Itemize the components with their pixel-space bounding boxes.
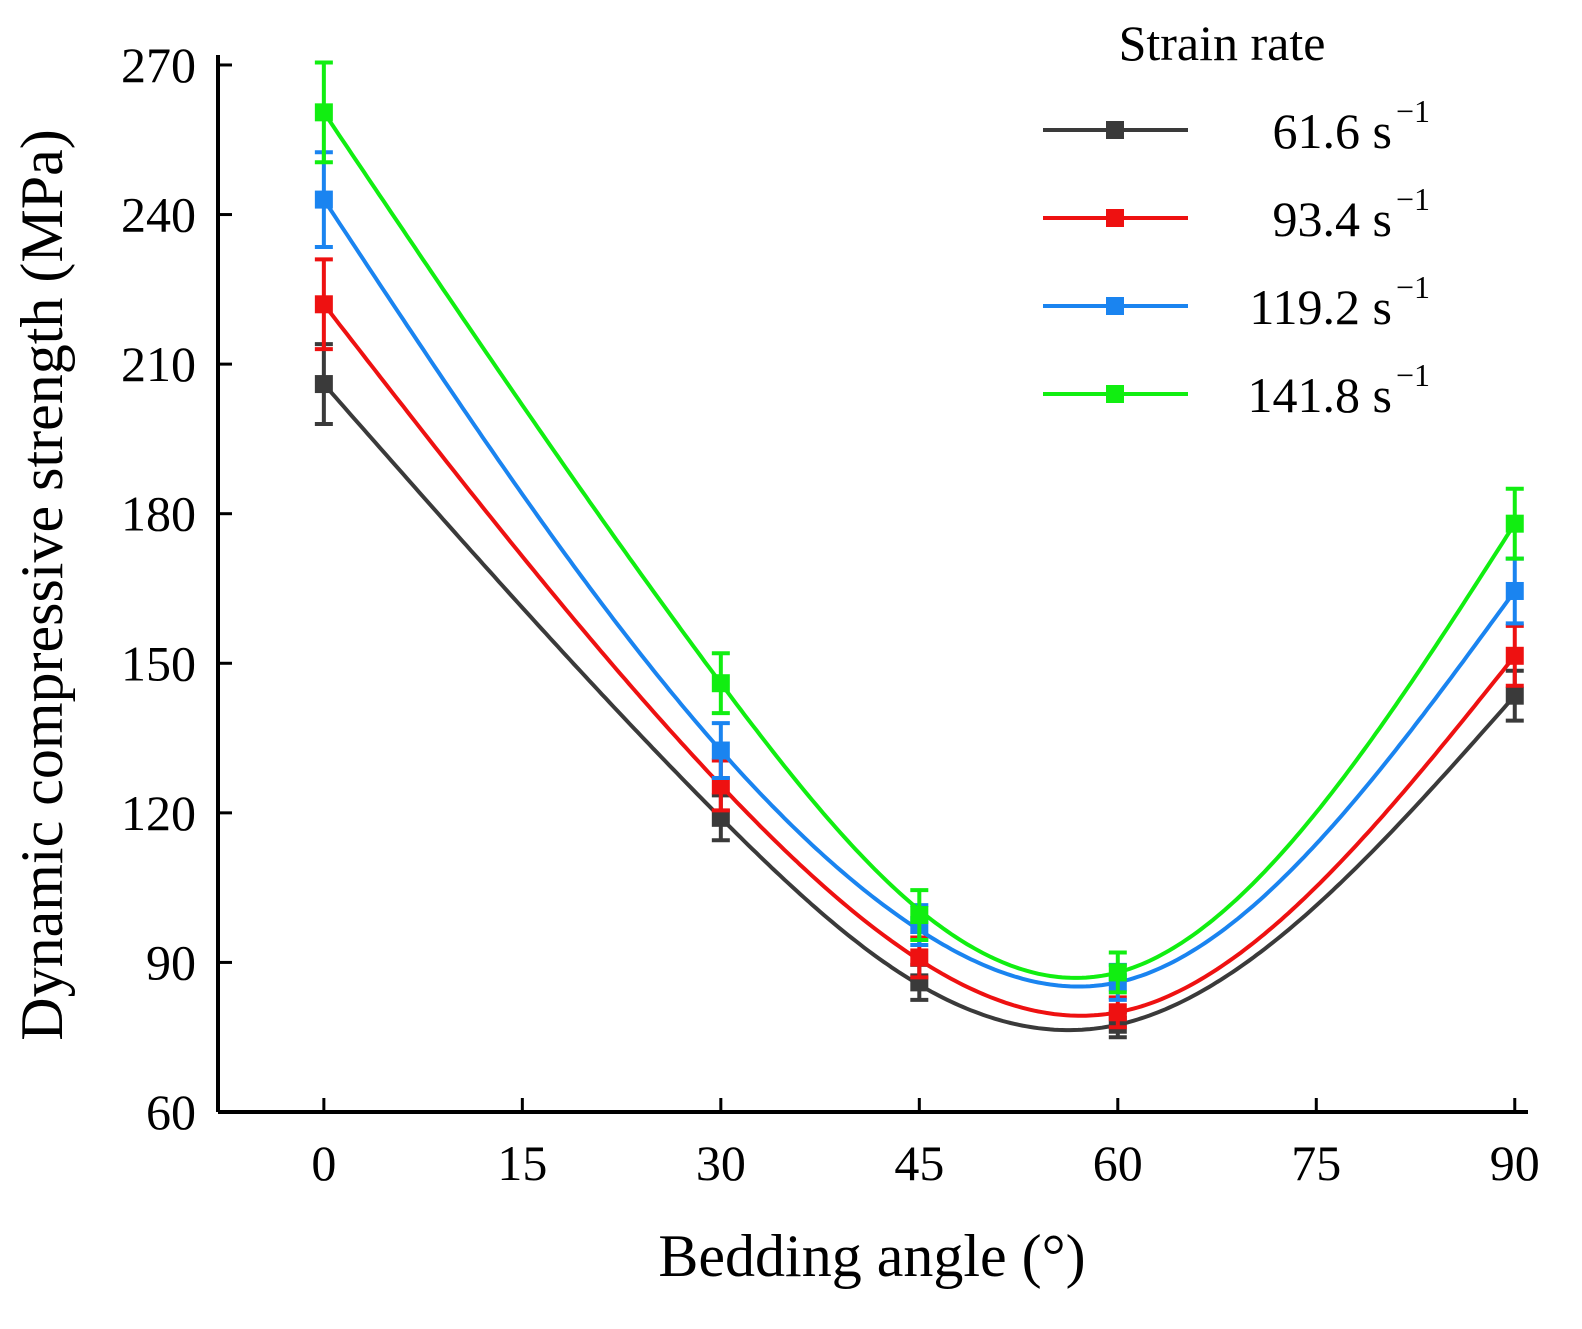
legend-label-1: 93.4 s [1273,191,1392,247]
legend-label-superscript-1: −1 [1396,181,1430,217]
data-point-1-4 [1505,646,1524,665]
legend-label-superscript-3: −1 [1396,357,1430,393]
data-point-3-0 [314,103,333,122]
y-tick-label-3: 150 [121,635,196,691]
data-point-3-2 [910,906,929,925]
ticks: 0 15 30 45 60 75 90 60 90 120 150 180 210 240 270 [121,37,1540,1191]
plot-area [314,60,1524,1040]
legend-label-superscript-0: −1 [1396,93,1430,129]
data-point-3-1 [711,674,730,693]
x-tick-label-4: 60 [1093,1135,1143,1191]
data-point-2-0 [314,190,333,209]
y-tick-label-5: 210 [121,336,196,392]
data-point-3-4 [1505,514,1524,533]
data-point-3-3 [1108,963,1127,982]
data-point-0-4 [1505,686,1524,705]
data-point-2-4 [1505,581,1524,600]
y-tick-label-1: 90 [146,934,196,990]
x-tick-label-6: 90 [1490,1135,1540,1191]
legend-label-0: 61.6 s [1273,103,1392,159]
x-tick-label-3: 45 [894,1135,944,1191]
data-point-0-0 [314,375,333,394]
legend-marker-2 [1106,297,1124,315]
data-point-2-1 [711,741,730,760]
legend-label-3: 141.8 s [1248,367,1392,423]
x-tick-label-1: 15 [497,1135,547,1191]
y-tick-label-6: 240 [121,187,196,243]
data-point-1-3 [1108,1003,1127,1022]
y-tick-label-0: 60 [146,1084,196,1140]
y-tick-label-2: 120 [121,785,196,841]
y-tick-label-7: 270 [121,37,196,93]
data-point-1-2 [910,948,929,967]
x-tick-label-0: 0 [311,1135,336,1191]
legend-marker-3 [1106,385,1124,403]
x-tick-label-5: 75 [1291,1135,1341,1191]
data-point-1-0 [314,295,333,314]
legend-marker-0 [1106,121,1124,139]
axes [216,55,1528,1114]
legend-title: Strain rate [1119,15,1326,71]
data-point-1-1 [711,776,730,795]
data-point-0-1 [711,808,730,827]
legend-label-superscript-2: −1 [1396,269,1430,305]
x-tick-label-2: 30 [696,1135,746,1191]
y-axis-title: Dynamic compressive strength (MPa) [9,129,75,1040]
legend-label-2: 119.2 s [1249,279,1392,335]
x-axis-title: Bedding angle (°) [658,1223,1085,1289]
y-tick-label-4: 180 [121,486,196,542]
legend-marker-1 [1106,209,1124,227]
